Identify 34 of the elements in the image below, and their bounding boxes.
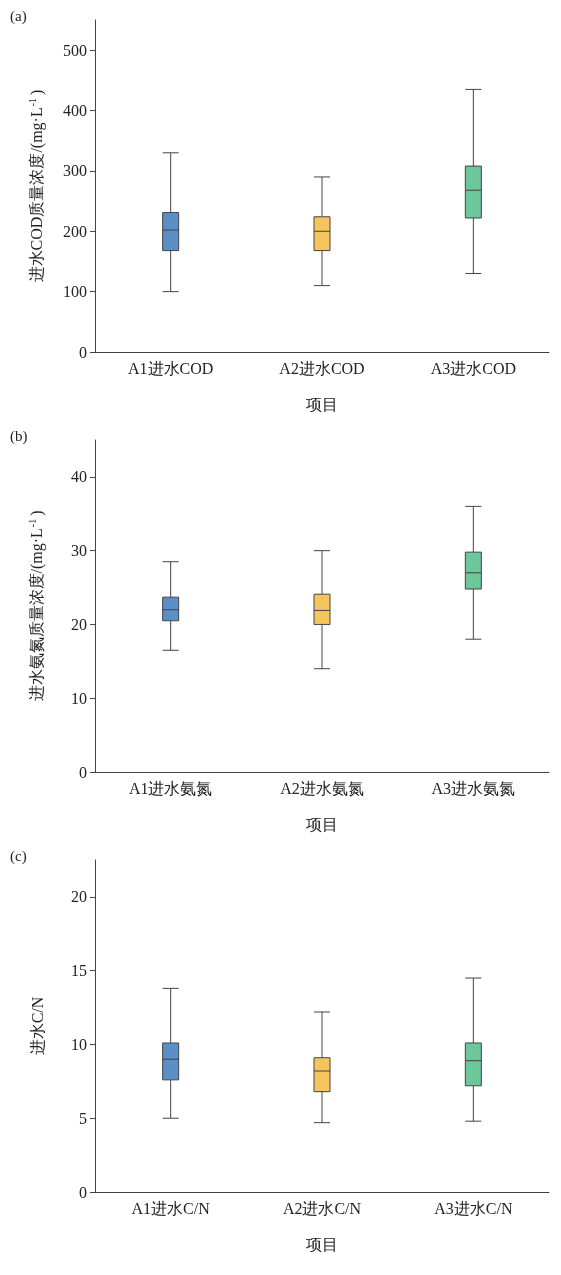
y-tick-label: 500	[63, 41, 87, 59]
text: (a)	[10, 7, 27, 25]
y-tick-label: 300	[63, 162, 87, 180]
y-axis-title: 进水C/N	[28, 996, 46, 1056]
x-tick-label: A2进水氨氮	[280, 779, 364, 797]
x-tick-label: A1进水C/N	[131, 1199, 211, 1217]
y-axis-title: 进水COD质量浓度/(mg·L-1)	[26, 89, 46, 283]
text: (b)	[10, 427, 28, 445]
y-tick-label: 0	[79, 343, 87, 361]
x-tick-label: A2进水C/N	[282, 1199, 362, 1217]
y-tick-label: 5	[79, 1109, 87, 1127]
y-tick-label: 30	[71, 542, 87, 560]
y-tick-label: 20	[71, 888, 87, 906]
x-tick-label: A1进水COD	[127, 359, 214, 377]
x-tick-label: A3进水C/N	[434, 1199, 513, 1217]
y-axis-title: 进水氨氮质量浓度/(mg·L-1)	[26, 510, 46, 702]
x-tick-label: A1进水氨氮	[128, 779, 213, 797]
x-axis-title: 项目	[306, 815, 338, 833]
y-tick-label: 200	[63, 222, 87, 240]
x-tick-label: A3进水COD	[430, 359, 517, 377]
y-tick-label: 0	[79, 763, 87, 781]
x-tick-label: A3进水氨氮	[431, 779, 516, 797]
y-tick-label: 20	[71, 615, 87, 633]
y-tick-label: 40	[71, 468, 87, 486]
y-tick-label: 10	[71, 689, 87, 707]
x-tick-label: A2进水COD	[279, 359, 365, 377]
y-tick-label: 15	[71, 962, 87, 980]
y-tick-label: 10	[71, 1035, 87, 1053]
y-tick-label: 100	[63, 283, 87, 301]
text: (c)	[10, 847, 27, 865]
y-tick-label: 0	[79, 1183, 87, 1201]
x-axis-title: 项目	[306, 395, 338, 413]
y-tick-label: 400	[63, 102, 87, 120]
x-axis-title: 项目	[306, 1235, 338, 1253]
